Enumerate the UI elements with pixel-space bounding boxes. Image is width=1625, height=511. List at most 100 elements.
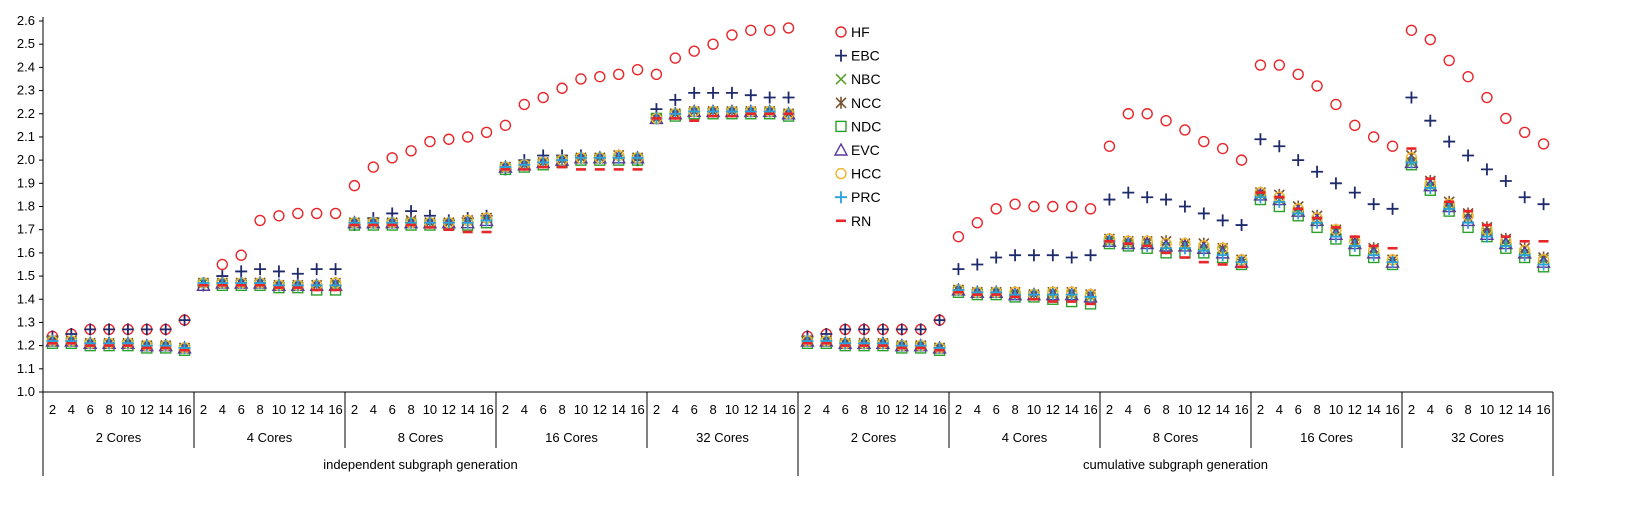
x-tick-label: 10 [121,402,135,417]
x-tick-label: 10 [1178,402,1192,417]
ebc-point [971,258,984,271]
x-tick-label: 4 [1427,402,1434,417]
x-tick-label: 14 [309,402,323,417]
hf-point [612,68,625,81]
y-tick-label: 1.7 [17,222,35,237]
prc-point [499,161,512,174]
ebc-point [744,89,757,102]
x-tick-label: 16 [932,402,946,417]
prc-point [1348,239,1361,252]
hf-point [443,133,455,145]
prc-point [216,277,229,290]
hf-point [952,230,965,243]
x-tick-label: 14 [611,402,625,417]
ebc-point [1197,207,1210,220]
hf-point [556,82,568,94]
series-hcc [46,105,1550,354]
ebc-point [1141,191,1154,204]
prc-point [46,334,59,347]
ebc-point [1084,249,1097,262]
y-tick-label: 1.2 [17,338,35,353]
x-tick-label: 8 [407,402,414,417]
ebc-point [782,91,795,104]
x-tick-label: 8 [558,402,565,417]
core-group-label: 4 Cores [247,430,293,445]
x-tick-label: 12 [1499,402,1513,417]
prc-point [820,334,833,347]
prc-point [971,286,984,299]
hf-point [1216,142,1229,155]
hf-point [1481,91,1493,104]
hf-point [216,258,229,271]
y-tick-label: 2.6 [17,13,35,28]
legend-marker-hcc [835,167,847,180]
ebc-point [1348,186,1361,199]
y-tick-label: 2.2 [17,106,35,121]
x-tick-label: 6 [842,402,849,417]
x-tick-label: 16 [1536,402,1550,417]
hf-point [1424,33,1437,46]
x-tick-label: 8 [256,402,263,417]
hf-point [1500,112,1512,125]
y-tick-label: 1.8 [17,199,35,214]
core-group-label: 16 Cores [545,430,598,445]
core-group-label: 2 Cores [851,430,897,445]
x-tick-label: 14 [1517,402,1531,417]
legend-label: PRC [851,189,881,205]
ebc-point [1386,202,1399,215]
hf-point [707,38,719,50]
x-tick-label: 4 [974,402,981,417]
prc-point [744,105,757,118]
y-tick-label: 2.5 [17,36,35,51]
x-tick-label: 8 [1162,402,1169,417]
hf-point [235,249,247,261]
prc-point [405,216,418,229]
x-tick-label: 14 [762,402,776,417]
y-tick-label: 1.6 [17,245,35,260]
legend-label: HCC [851,166,881,182]
ebc-point [310,263,323,276]
core-group-label: 2 Cores [96,430,142,445]
prc-point [952,283,965,296]
hf-point [480,126,493,139]
hf-point [726,29,738,41]
y-tick-label: 1.0 [17,384,35,399]
ebc-point [1424,114,1437,127]
series-rn [47,112,1549,352]
hf-point [1084,203,1097,215]
ebc-point [1178,200,1191,213]
prc-point [291,279,304,292]
x-tick-label: 12 [1197,402,1211,417]
ebc-point [1160,193,1173,206]
hf-point [1254,59,1267,71]
x-tick-label: 6 [1295,402,1302,417]
hf-point [650,68,663,81]
prc-point [254,277,267,290]
x-tick-label: 2 [653,402,660,417]
hf-point [1330,98,1342,111]
hf-point [782,22,795,34]
x-tick-label: 14 [913,402,927,417]
x-tick-label: 8 [860,402,867,417]
prc-point [480,214,493,227]
prc-point [1386,256,1399,269]
x-tick-label: 4 [1276,402,1283,417]
prc-point [593,151,606,164]
hf-point [386,152,398,164]
series-ebc [46,86,1550,343]
prc-point [84,337,97,350]
prc-point [442,216,455,229]
legend-label: HF [851,24,870,40]
ebc-point [1103,193,1116,206]
prc-point [895,339,908,352]
hf-point [329,207,342,220]
ebc-point [707,86,720,99]
prc-point [1537,258,1550,271]
series-ncc [46,105,1550,354]
x-tick-label: 6 [389,402,396,417]
ebc-point [990,251,1003,264]
x-tick-label: 12 [442,402,456,417]
ebc-point [1292,154,1305,167]
legend-marker-hf [835,26,847,38]
x-tick-label: 2 [502,402,509,417]
